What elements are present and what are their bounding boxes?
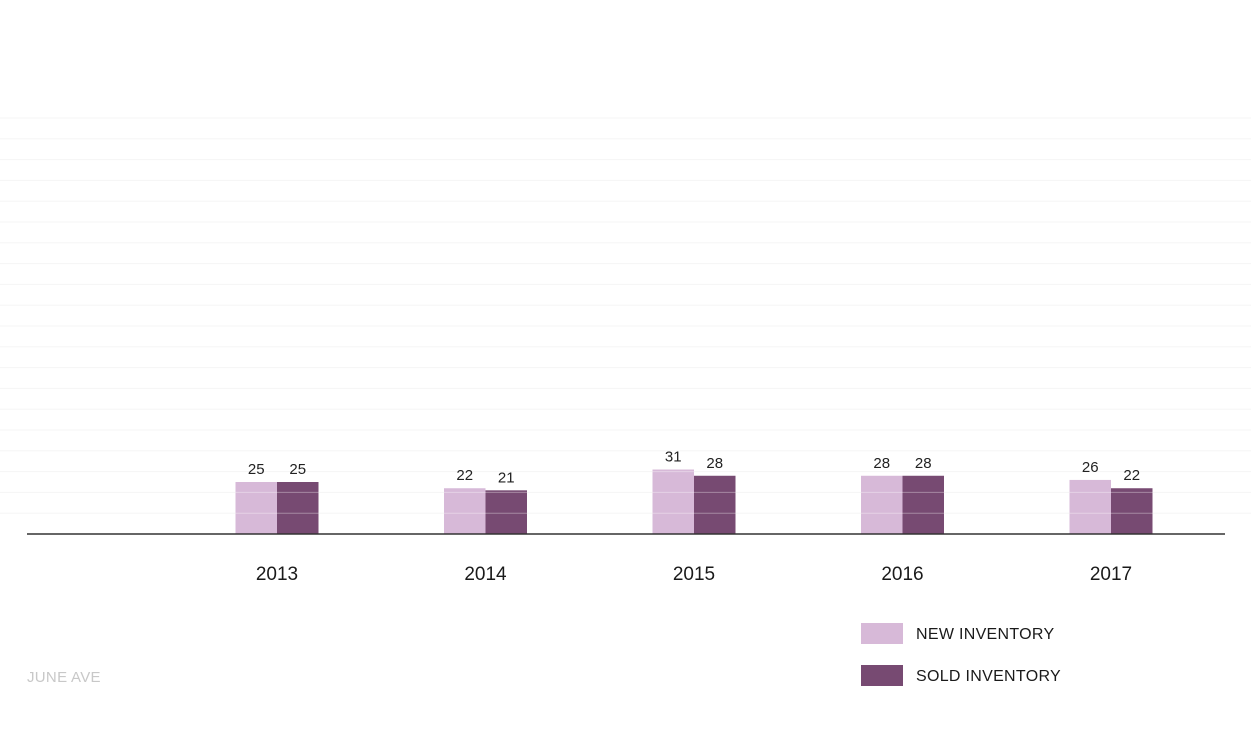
x-tick-label-2016: 2016 [881, 564, 923, 585]
data-label-sold-inventory-2015: 28 [706, 455, 723, 472]
data-label-new-inventory-2017: 26 [1082, 459, 1099, 476]
data-labels: 25 25 22 21 31 28 28 28 26 22 [248, 449, 1140, 487]
data-label-sold-inventory-2014: 21 [498, 469, 515, 486]
bar-sold-inventory-2017 [1111, 488, 1153, 534]
bar-new-inventory-2015 [652, 469, 694, 534]
x-tick-label-2017: 2017 [1090, 564, 1132, 585]
x-tick-label-2013: 2013 [256, 564, 298, 585]
brand-watermark: JUNE AVE [27, 669, 101, 686]
legend-label-new-inventory: NEW INVENTORY [916, 626, 1055, 643]
legend: NEW INVENTORY SOLD INVENTORY [861, 622, 1061, 706]
data-label-sold-inventory-2017: 22 [1123, 467, 1140, 484]
legend-swatch-new-inventory [861, 622, 903, 644]
bar-new-inventory-2014 [444, 488, 486, 534]
legend-item-new-inventory: NEW INVENTORY [861, 622, 1061, 644]
data-label-new-inventory-2016: 28 [873, 455, 890, 472]
gridlines [0, 117, 1251, 514]
data-label-new-inventory-2014: 22 [456, 467, 473, 484]
bar-gridline-overlay [0, 117, 1251, 514]
bar-new-inventory-2017 [1069, 479, 1111, 534]
legend-item-sold-inventory: SOLD INVENTORY [861, 664, 1061, 686]
legend-swatch-sold-inventory [861, 664, 903, 686]
bar-sold-inventory-2015 [694, 475, 736, 534]
x-axis-tick-labels: 2013 2014 2015 2016 2017 [256, 564, 1132, 585]
legend-label-sold-inventory: SOLD INVENTORY [916, 668, 1061, 685]
bar-sold-inventory-2013 [277, 482, 319, 534]
x-tick-label-2014: 2014 [464, 564, 507, 585]
data-label-new-inventory-2013: 25 [248, 461, 265, 478]
bars [235, 469, 1153, 534]
bar-new-inventory-2016 [861, 475, 903, 534]
data-label-sold-inventory-2016: 28 [915, 455, 932, 472]
bar-sold-inventory-2014 [485, 490, 527, 534]
x-tick-label-2015: 2015 [673, 564, 715, 585]
bar-sold-inventory-2016 [902, 475, 944, 534]
data-label-sold-inventory-2013: 25 [289, 461, 306, 478]
bar-new-inventory-2013 [235, 482, 277, 534]
data-label-new-inventory-2015: 31 [665, 449, 682, 466]
